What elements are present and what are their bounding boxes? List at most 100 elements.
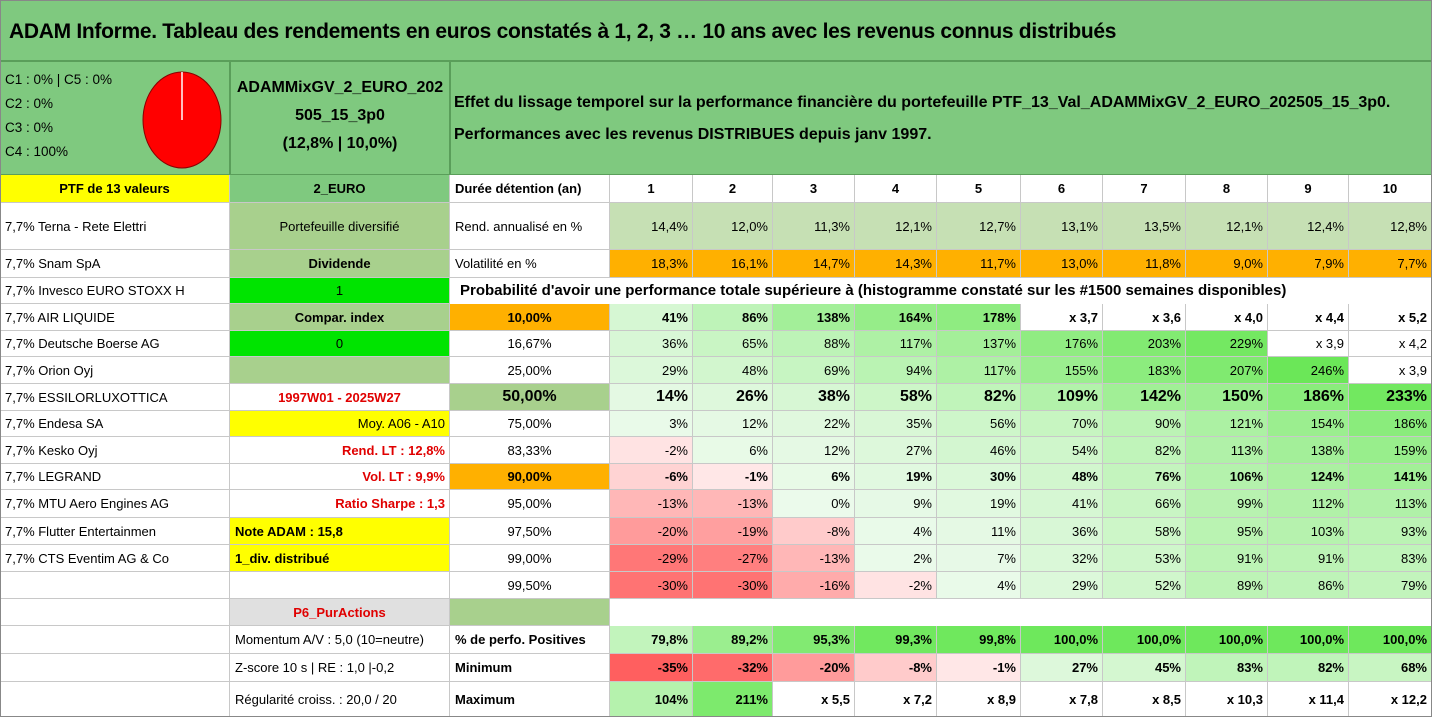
bottom-stat-cell: 100,0% [1186, 626, 1268, 654]
volatility-cell: 11,7% [937, 250, 1021, 278]
probability-cell: -13% [610, 490, 693, 518]
probability-cell: 113% [1186, 437, 1268, 464]
returns-label: Rend. annualisé en % [450, 203, 610, 250]
volatility-cell: 9,0% [1186, 250, 1268, 278]
volatility-cell: 7,9% [1268, 250, 1349, 278]
probability-cell: 186% [1349, 411, 1432, 437]
probability-level: 50,00% [450, 384, 610, 411]
probability-cell: 36% [610, 331, 693, 357]
probability-cell: 86% [693, 304, 773, 331]
probability-cell: -16% [773, 572, 855, 599]
sidebar-item: Moy. A06 - A10 [230, 411, 450, 437]
probability-cell: 141% [1349, 464, 1432, 490]
probability-cell: 35% [855, 411, 937, 437]
probability-level: 99,00% [450, 545, 610, 572]
probability-cell: 41% [610, 304, 693, 331]
probability-cell: 82% [937, 384, 1021, 411]
probability-cell: 19% [937, 490, 1021, 518]
sidebar-item: 1 [230, 278, 450, 304]
probability-cell: 11% [937, 518, 1021, 545]
probability-cell: x 3,7 [1021, 304, 1103, 331]
bottom-stat-cell: 99,3% [855, 626, 937, 654]
probability-cell: 91% [1268, 545, 1349, 572]
sidebar-item: Rend. LT : 12,8% [230, 437, 450, 464]
probability-cell: 36% [1021, 518, 1103, 545]
probability-cell: 58% [855, 384, 937, 411]
empty-cell [450, 599, 610, 626]
probability-cell: 203% [1103, 331, 1186, 357]
probability-cell: 26% [693, 384, 773, 411]
probability-cell: 112% [1268, 490, 1349, 518]
bottom-stat-cell: 95,3% [773, 626, 855, 654]
probability-cell: 106% [1186, 464, 1268, 490]
volatility-cell: 13,0% [1021, 250, 1103, 278]
holding-row: 7,7% Flutter Entertainmen [0, 518, 230, 545]
fund-name-box: ADAMMixGV_2_EURO_202 505_15_3p0 (12,8% |… [230, 61, 450, 175]
probability-cell: 22% [773, 411, 855, 437]
volatility-cell: 14,7% [773, 250, 855, 278]
holding-row: 7,7% MTU Aero Engines AG [0, 490, 230, 518]
probability-cell: -8% [773, 518, 855, 545]
probability-cell: 58% [1103, 518, 1186, 545]
holding-row: 7,7% CTS Eventim AG & Co [0, 545, 230, 572]
year-header: 10 [1349, 175, 1432, 203]
probability-cell: 6% [693, 437, 773, 464]
bottom-stat-cell: x 8,9 [937, 682, 1021, 717]
probability-cell: 46% [937, 437, 1021, 464]
return-cell: 13,1% [1021, 203, 1103, 250]
probability-cell: 32% [1021, 545, 1103, 572]
bottom-stat-cell: 99,8% [937, 626, 1021, 654]
probability-cell: -27% [693, 545, 773, 572]
probability-cell: 154% [1268, 411, 1349, 437]
probability-cell: 117% [937, 357, 1021, 384]
class-line: C1 : 0% | C5 : 0% [5, 72, 113, 87]
probability-level: 97,50% [450, 518, 610, 545]
sidebar-item: Compar. index [230, 304, 450, 331]
sidebar-item: Ratio Sharpe : 1,3 [230, 490, 450, 518]
probability-cell: 86% [1268, 572, 1349, 599]
holding-row: 7,7% Terna - Rete Elettri [0, 203, 230, 250]
bottom-stat-cell: 100,0% [1021, 626, 1103, 654]
bottom-stat-cell: x 12,2 [1349, 682, 1432, 717]
probability-cell: 14% [610, 384, 693, 411]
probability-cell: 207% [1186, 357, 1268, 384]
ptf-header: PTF de 13 valeurs [0, 175, 230, 203]
probability-cell: 52% [1103, 572, 1186, 599]
probability-cell: x 4,2 [1349, 331, 1432, 357]
bottom-row-label: Maximum [450, 682, 610, 717]
probability-cell: -19% [693, 518, 773, 545]
probability-cell: -20% [610, 518, 693, 545]
return-cell: 12,0% [693, 203, 773, 250]
probability-cell: 142% [1103, 384, 1186, 411]
sidebar-item: Note ADAM : 15,8 [230, 518, 450, 545]
return-cell: 12,7% [937, 203, 1021, 250]
holding-row: 7,7% Deutsche Boerse AG [0, 331, 230, 357]
sidebar-item: 1997W01 - 2025W27 [230, 384, 450, 411]
holding-row: 7,7% Orion Oyj [0, 357, 230, 384]
probability-cell: 79% [1349, 572, 1432, 599]
probability-cell: 3% [610, 411, 693, 437]
year-header: 2 [693, 175, 773, 203]
bottom-stat-cell: -35% [610, 654, 693, 682]
empty-cell [230, 572, 450, 599]
probability-cell: 246% [1268, 357, 1349, 384]
return-cell: 12,1% [855, 203, 937, 250]
probability-cell: -6% [610, 464, 693, 490]
probability-cell: 29% [1021, 572, 1103, 599]
probability-level: 83,33% [450, 437, 610, 464]
sidebar-item: Vol. LT : 9,9% [230, 464, 450, 490]
probability-level: 16,67% [450, 331, 610, 357]
probability-cell: x 3,6 [1103, 304, 1186, 331]
sidebar-item: 1_div. distribué [230, 545, 450, 572]
return-cell: 12,8% [1349, 203, 1432, 250]
probability-cell: 54% [1021, 437, 1103, 464]
probability-cell: 103% [1268, 518, 1349, 545]
bottom-stat-label: Z-score 10 s | RE : 1,0 |-0,2 [230, 654, 450, 682]
probability-cell: 38% [773, 384, 855, 411]
probability-level: 25,00% [450, 357, 610, 384]
probability-cell: 82% [1103, 437, 1186, 464]
duration-label: Durée détention (an) [450, 175, 610, 203]
return-cell: 13,5% [1103, 203, 1186, 250]
holding-row: 7,7% Endesa SA [0, 411, 230, 437]
